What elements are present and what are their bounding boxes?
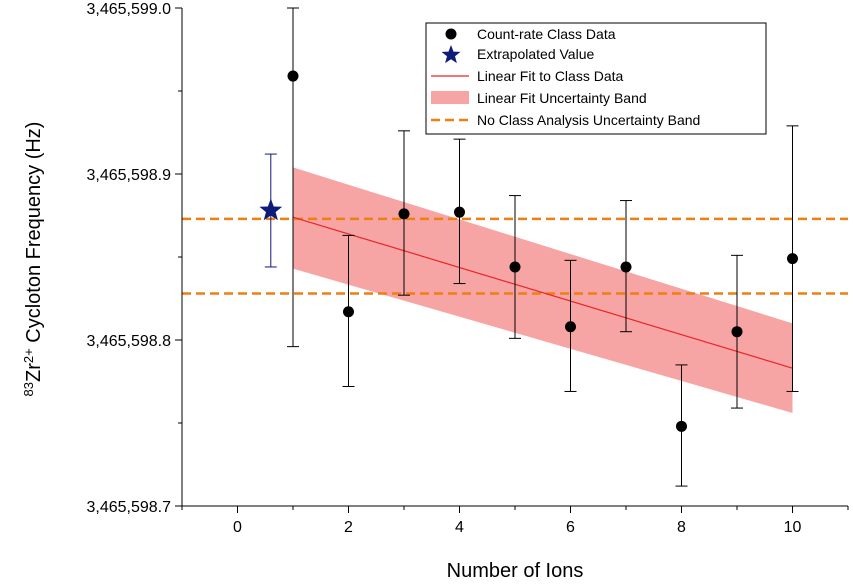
y-axis-title: 83Zr2+ Cycloton Frequency (Hz) bbox=[21, 122, 46, 397]
error-bar-1 bbox=[287, 7, 299, 348]
x-tick-label-0: 0 bbox=[233, 519, 242, 536]
data-point-4 bbox=[454, 206, 465, 218]
y-tick-label-3: 3,465,599.0 bbox=[86, 1, 171, 18]
y-axis-title-element: Zr bbox=[23, 363, 45, 382]
legend-label-class-data: Count-rate Class Data bbox=[477, 26, 616, 42]
points-layer bbox=[259, 70, 798, 432]
data-point-8 bbox=[676, 420, 687, 432]
data-point-10 bbox=[787, 253, 798, 265]
fit-line-layer bbox=[292, 216, 793, 369]
extrapolated-star bbox=[259, 198, 283, 221]
legend-label-fit: Linear Fit to Class Data bbox=[477, 68, 623, 84]
y-tick-label-1: 3,465,598.8 bbox=[86, 333, 171, 350]
x-tick-label-8: 8 bbox=[677, 519, 686, 536]
data-point-6 bbox=[565, 321, 576, 333]
uncertainty-band-layer bbox=[293, 167, 793, 413]
y-tick-label-2: 3,465,598.9 bbox=[86, 167, 171, 184]
legend-frame bbox=[425, 22, 767, 135]
data-point-5 bbox=[509, 261, 521, 273]
x-axis-title: Number of Ions bbox=[447, 560, 584, 582]
legend-star-marker bbox=[441, 45, 461, 64]
x-tick-label-6: 6 bbox=[566, 519, 575, 536]
fit-uncertainty-band bbox=[293, 167, 793, 413]
y-axis-title-mass: 83 bbox=[21, 382, 36, 396]
data-point-1 bbox=[287, 70, 299, 82]
x-tick-label-10: 10 bbox=[784, 519, 802, 536]
linear-fit-line bbox=[292, 216, 793, 369]
data-point-7 bbox=[620, 261, 632, 273]
legend: Count-rate Class Data Extrapolated Value… bbox=[425, 22, 767, 135]
legend-band-swatch bbox=[431, 91, 469, 104]
y-tick-label-0: 3,465,598.7 bbox=[86, 499, 171, 516]
legend-label-no-class: No Class Analysis Uncertainty Band bbox=[477, 112, 700, 128]
data-point-3 bbox=[398, 208, 410, 220]
data-point-2 bbox=[343, 306, 354, 318]
data-point-9 bbox=[731, 326, 743, 338]
x-tick-label-2: 2 bbox=[344, 519, 353, 536]
axes: 0 2 4 6 8 10 3,465,598.7 3,465,598.8 3,465,598.9… bbox=[86, 1, 849, 536]
legend-label-extrapolated: Extrapolated Value bbox=[477, 46, 594, 62]
legend-label-band: Linear Fit Uncertainty Band bbox=[477, 90, 647, 106]
legend-circle-marker bbox=[445, 28, 457, 40]
y-axis-title-rest: Cycloton Frequency (Hz) bbox=[23, 122, 45, 349]
y-axis-title-charge: 2+ bbox=[21, 348, 36, 363]
x-tick-label-4: 4 bbox=[455, 519, 464, 536]
